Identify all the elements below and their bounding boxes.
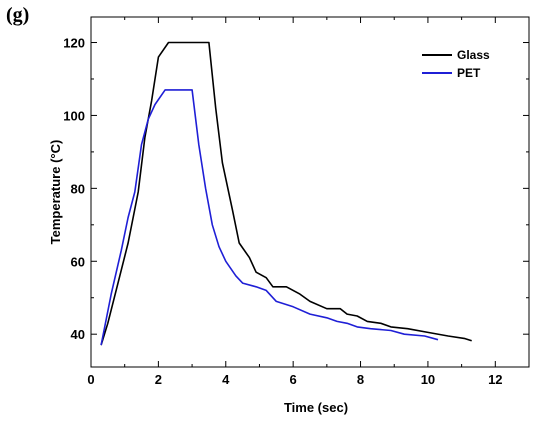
x-tick-label: 6 — [290, 372, 297, 387]
y-tick-label: 60 — [71, 254, 85, 269]
legend-label-pet: PET — [457, 66, 481, 80]
series-line-pet — [100, 89, 439, 346]
y-tick-label: 100 — [63, 108, 85, 123]
legend: Glass PET — [422, 48, 490, 80]
y-axis-title: Temperature (°C) — [48, 140, 63, 245]
x-tick-label: 8 — [357, 372, 364, 387]
panel-label: (g) — [6, 4, 30, 26]
plot-frame — [90, 16, 530, 368]
x-tick-label: 10 — [421, 372, 435, 387]
x-tick-label: 2 — [155, 372, 162, 387]
y-tick-label: 40 — [71, 327, 85, 342]
y-tick-label: 120 — [63, 36, 85, 51]
x-tick-label: 12 — [488, 372, 502, 387]
x-axis-title: Time (sec) — [284, 400, 348, 415]
x-tick-label: 0 — [87, 372, 94, 387]
x-tick-label: 4 — [222, 372, 230, 387]
y-tick-label: 80 — [71, 181, 85, 196]
legend-label-glass: Glass — [457, 48, 490, 62]
series-line-glass — [100, 41, 472, 346]
